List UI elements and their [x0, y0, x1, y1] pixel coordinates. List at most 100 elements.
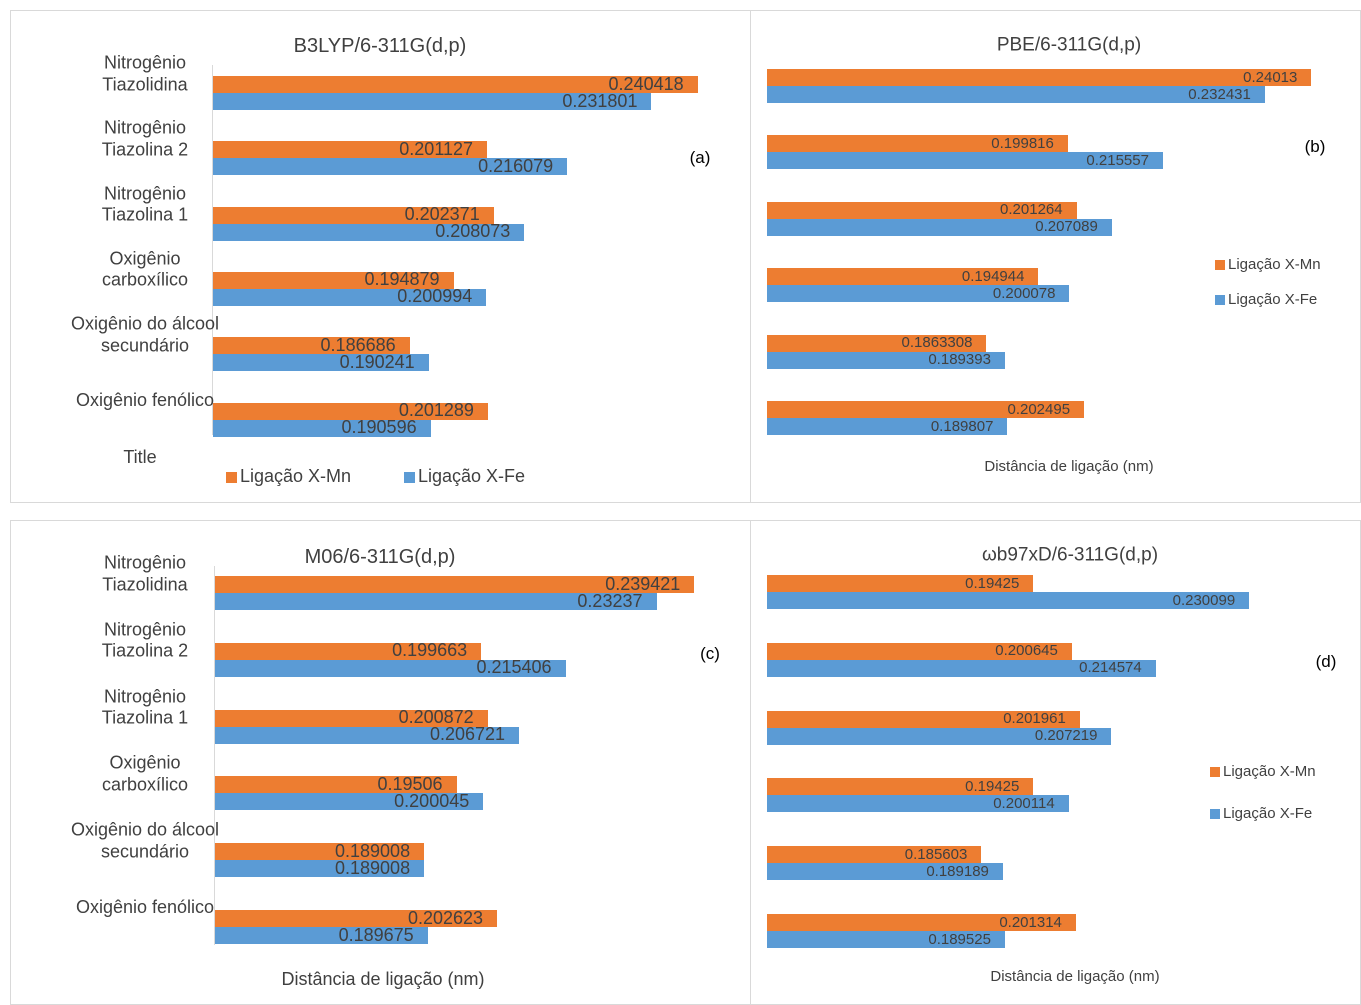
data-label: 0.200114: [993, 794, 1055, 812]
bar: [767, 201, 1077, 219]
data-label: 0.23237: [577, 590, 643, 611]
bar: [767, 218, 1112, 236]
legend-label: Ligação X-Mn: [1223, 763, 1316, 780]
legend-label: Ligação X-Fe: [1228, 291, 1318, 308]
data-label: 0.201289: [398, 400, 474, 421]
data-label: 0.24013: [1243, 68, 1298, 86]
data-label: 0.189008: [335, 840, 411, 861]
data-label: 0.216079: [478, 156, 554, 176]
bar: [213, 337, 410, 355]
axis-title: Distância de ligação (nm): [984, 458, 1154, 475]
bar: [213, 141, 488, 159]
bar: [213, 402, 488, 420]
bar: [767, 592, 1250, 609]
bar: [215, 593, 657, 610]
legend-swatch: [404, 471, 415, 483]
data-label: 0.189008: [335, 857, 411, 878]
data-label: 0.201264: [1000, 201, 1063, 219]
bar: [215, 927, 428, 944]
category-label: Nitrogênio Tiazolina 1: [101, 686, 189, 728]
legend-label: Ligação X-Mn: [240, 466, 352, 487]
data-label: 0.214574: [1079, 659, 1142, 677]
bar: [215, 776, 457, 794]
legend-label: Ligação X-Fe: [418, 466, 526, 487]
bar: [767, 846, 982, 864]
data-label: 0.215406: [476, 657, 552, 678]
legend-label: Ligação X-Fe: [1223, 805, 1313, 822]
data-label: 0.200645: [995, 642, 1058, 660]
data-label: 0.189525: [928, 930, 991, 948]
data-label: 0.200872: [398, 707, 474, 728]
legend-swatch: [1210, 809, 1220, 819]
data-label: 0.1863308: [901, 334, 973, 352]
data-label: 0.208073: [435, 221, 511, 242]
data-label: 0.231801: [562, 90, 638, 111]
category-label: Nitrogênio Tiazolidina: [102, 52, 188, 94]
chart-title: B3LYP/6-311G(d,p): [293, 35, 467, 57]
category-label: Oxigênio fenólico: [75, 389, 215, 410]
data-label: 0.202623: [407, 907, 484, 928]
bar: [215, 843, 425, 861]
chart-title: ωb97xD/6-311G(d,p): [981, 544, 1159, 566]
legend-swatch: [226, 471, 237, 483]
category-label: Oxigênio do álcool secundário: [70, 313, 220, 356]
bar: [767, 152, 1163, 170]
bar: [767, 575, 1034, 592]
data-label: 0.240418: [608, 73, 684, 94]
category-label: Oxigênio fenólico: [75, 897, 215, 918]
bar: [767, 418, 1008, 435]
data-label: 0.239421: [605, 573, 681, 594]
axis-line: [212, 65, 213, 435]
data-label: 0.185603: [904, 845, 968, 863]
data-label: 0.199816: [991, 134, 1054, 152]
bar: [213, 76, 698, 93]
axis-title: Distância de ligação (nm): [990, 968, 1160, 985]
bar: [767, 135, 1068, 153]
bar: [215, 659, 566, 677]
bar: [767, 86, 1265, 103]
category-label: Nitrogênio Tiazolidina: [102, 552, 188, 594]
bar: [767, 863, 1003, 881]
bar: [767, 268, 1039, 286]
bar: [213, 271, 454, 289]
category-label: Nitrogênio Tiazolina 1: [101, 183, 189, 225]
bar: [215, 726, 520, 744]
annotation: (a): [689, 147, 711, 167]
bar: [215, 642, 482, 660]
data-label: 0.202371: [404, 204, 480, 225]
bar: [215, 793, 484, 811]
data-label: 0.19425: [965, 777, 1020, 795]
category-label: Nitrogênio Tiazolina 2: [101, 117, 189, 160]
data-label: 0.19425: [965, 574, 1020, 592]
data-label: 0.230099: [1172, 591, 1236, 609]
category-label: Oxigênio carboxílico: [101, 248, 189, 290]
data-label: 0.19506: [377, 774, 443, 795]
legend-swatch: [1215, 260, 1225, 270]
bar: [767, 642, 1072, 660]
data-label: 0.232431: [1188, 85, 1251, 103]
annotation: (b): [1304, 136, 1326, 156]
axis-line: [214, 566, 215, 945]
bar: [213, 206, 494, 224]
data-label: 0.201961: [1003, 710, 1066, 728]
data-label: 0.201127: [399, 139, 474, 159]
bar: [767, 727, 1112, 745]
bar: [215, 910, 498, 927]
legend-swatch: [1210, 767, 1220, 777]
bar: [767, 351, 1005, 369]
bar: [213, 354, 429, 372]
data-label: 0.189807: [930, 417, 994, 435]
data-label: 0.206721: [429, 724, 506, 745]
data-label: 0.202495: [1007, 400, 1071, 418]
data-label: 0.194879: [364, 269, 440, 290]
annotation: (d): [1315, 651, 1337, 671]
bar: [215, 576, 695, 593]
bar: [213, 158, 568, 176]
bar: [767, 659, 1156, 677]
category-label: Oxigênio do álcool secundário: [70, 819, 220, 862]
bar: [767, 795, 1069, 813]
category-label: Oxigênio carboxílico: [101, 752, 189, 795]
bar: [767, 914, 1076, 931]
chart-title: M06/6-311G(d,p): [304, 546, 456, 568]
